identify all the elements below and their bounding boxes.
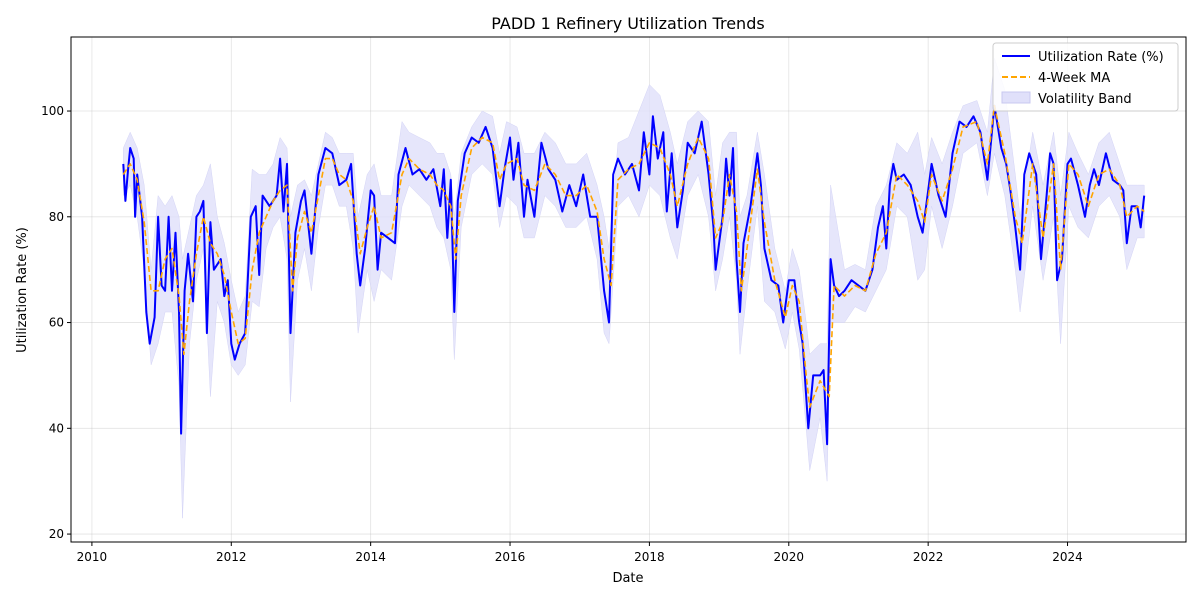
x-tick-label: 2018 (634, 550, 665, 564)
legend-box (992, 42, 1179, 112)
y-tick-label: 100 (41, 104, 64, 118)
legend-label-utilization: Utilization Rate (%) (1038, 50, 1164, 65)
y-tick-label: 20 (49, 527, 64, 541)
y-tick-label: 40 (49, 421, 64, 435)
chart-title: PADD 1 Refinery Utilization Trends (491, 14, 764, 33)
x-tick-label: 2016 (495, 550, 526, 564)
x-tick-label: 2010 (77, 550, 108, 564)
x-tick-label: 2020 (774, 550, 805, 564)
x-tick-label: 2014 (355, 550, 386, 564)
moving-average-line (122, 104, 1145, 409)
y-tick-label: 80 (49, 210, 64, 224)
legend-swatch-band (1001, 91, 1031, 104)
x-tick-label: 2024 (1052, 550, 1083, 564)
grid (71, 37, 1186, 542)
volatility-band-layer (123, 58, 1145, 519)
x-tick-label: 2022 (913, 550, 944, 564)
x-tick-label: 2012 (216, 550, 247, 564)
plot-area-frame (70, 36, 1187, 543)
legend-label-ma: 4-Week MA (1038, 71, 1110, 86)
volatility-band (123, 58, 1145, 519)
legend: Utilization Rate (%) 4-Week MA Volatilit… (992, 42, 1179, 112)
legend-label-band: Volatility Band (1038, 92, 1132, 107)
axis-ticks: 2010 2012 2014 2016 2018 2020 2022 2024 20 40 60 80… (41, 104, 1083, 564)
line-series-layer (122, 104, 1146, 446)
utilization-rate-line (122, 104, 1146, 446)
x-axis-title: Date (612, 571, 643, 586)
y-tick-label: 60 (49, 316, 64, 330)
y-axis-title: Utilization Rate (%) (15, 227, 30, 353)
